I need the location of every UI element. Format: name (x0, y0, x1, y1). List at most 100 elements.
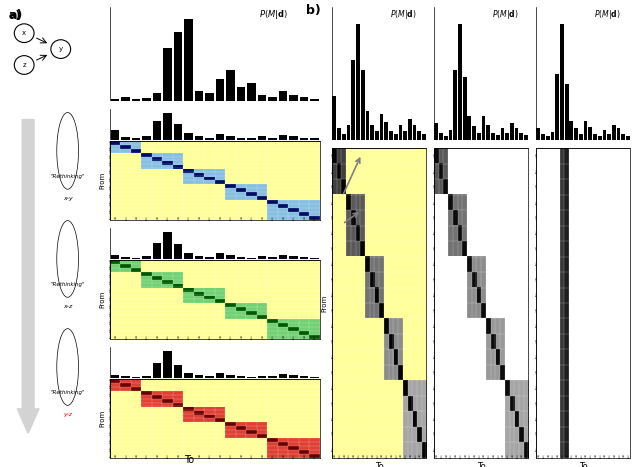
Y-axis label: From: From (99, 290, 105, 308)
Y-axis label: From: From (321, 294, 327, 311)
Bar (174, 244, 182, 259)
Bar (195, 255, 204, 259)
X-axis label: To: To (375, 461, 383, 467)
Bar (435, 123, 438, 140)
Bar (541, 134, 545, 140)
Text: $P(M|\mathbf{d})$: $P(M|\mathbf{d})$ (390, 8, 416, 21)
Bar (247, 138, 256, 140)
Bar (205, 257, 214, 259)
Y-axis label: From: From (99, 410, 105, 427)
Text: b): b) (305, 4, 320, 17)
Bar (584, 121, 588, 140)
Bar (300, 376, 308, 378)
Bar (111, 375, 119, 378)
Bar (472, 127, 476, 140)
Bar (422, 134, 426, 140)
Bar (258, 136, 266, 140)
Bar (268, 376, 276, 378)
Bar (163, 48, 172, 100)
Bar (505, 133, 509, 140)
Bar (439, 133, 443, 140)
Bar (536, 128, 540, 140)
Bar (365, 111, 369, 140)
Bar (347, 125, 350, 140)
Bar (174, 32, 182, 100)
Bar (598, 136, 602, 140)
Y-axis label: From: From (99, 171, 105, 189)
Bar (546, 136, 550, 140)
Bar (279, 375, 287, 378)
Bar (564, 84, 568, 140)
Bar (463, 77, 467, 140)
Bar (351, 60, 355, 140)
Bar (153, 93, 161, 100)
Bar (449, 130, 452, 140)
Bar (403, 131, 407, 140)
X-axis label: To: To (477, 461, 486, 467)
Bar (227, 136, 235, 140)
Bar (216, 254, 224, 259)
Bar (132, 99, 140, 100)
Bar (500, 128, 504, 140)
Bar (153, 121, 161, 140)
Bar (300, 97, 308, 100)
Bar (356, 24, 360, 140)
Bar (195, 91, 204, 100)
Text: y-z: y-z (63, 412, 72, 417)
Bar (389, 131, 393, 140)
Bar (574, 128, 578, 140)
Bar (524, 134, 528, 140)
Bar (310, 377, 319, 378)
Bar (122, 137, 130, 140)
Bar (520, 133, 524, 140)
Bar (289, 136, 298, 140)
Bar (593, 134, 597, 140)
Bar (332, 96, 336, 140)
Text: x: x (22, 30, 26, 36)
Bar (570, 121, 573, 140)
Bar (216, 79, 224, 100)
Bar (153, 363, 161, 378)
Bar (510, 123, 514, 140)
Bar (588, 127, 592, 140)
Bar (370, 125, 374, 140)
Bar (515, 128, 518, 140)
Text: "Rethinking": "Rethinking" (51, 282, 85, 287)
Text: x-y: x-y (63, 196, 72, 201)
Bar (486, 125, 490, 140)
Bar (268, 138, 276, 140)
Bar (579, 134, 582, 140)
Text: $P(M|\mathbf{d})$: $P(M|\mathbf{d})$ (259, 8, 288, 21)
Bar (142, 136, 151, 140)
Bar (227, 255, 235, 259)
Bar (216, 134, 224, 140)
Bar (491, 133, 495, 140)
Bar (163, 351, 172, 378)
Bar (496, 134, 500, 140)
Bar (413, 125, 417, 140)
Bar (247, 377, 256, 378)
Bar (227, 375, 235, 378)
Text: a): a) (8, 10, 21, 20)
Bar (399, 125, 403, 140)
Bar (174, 124, 182, 140)
Bar (153, 243, 161, 259)
Bar (142, 98, 151, 100)
Text: a): a) (8, 9, 23, 22)
Bar (337, 128, 341, 140)
Bar (289, 256, 298, 259)
Bar (607, 134, 611, 140)
Bar (417, 131, 421, 140)
Bar (612, 125, 616, 140)
Bar (289, 375, 298, 378)
X-axis label: To: To (579, 461, 588, 467)
Bar (617, 128, 621, 140)
Bar (458, 24, 462, 140)
Bar (163, 113, 172, 140)
Bar (444, 136, 447, 140)
Bar (184, 19, 193, 100)
Bar (279, 255, 287, 259)
Bar (626, 136, 630, 140)
Bar (111, 255, 119, 259)
Bar (122, 376, 130, 378)
